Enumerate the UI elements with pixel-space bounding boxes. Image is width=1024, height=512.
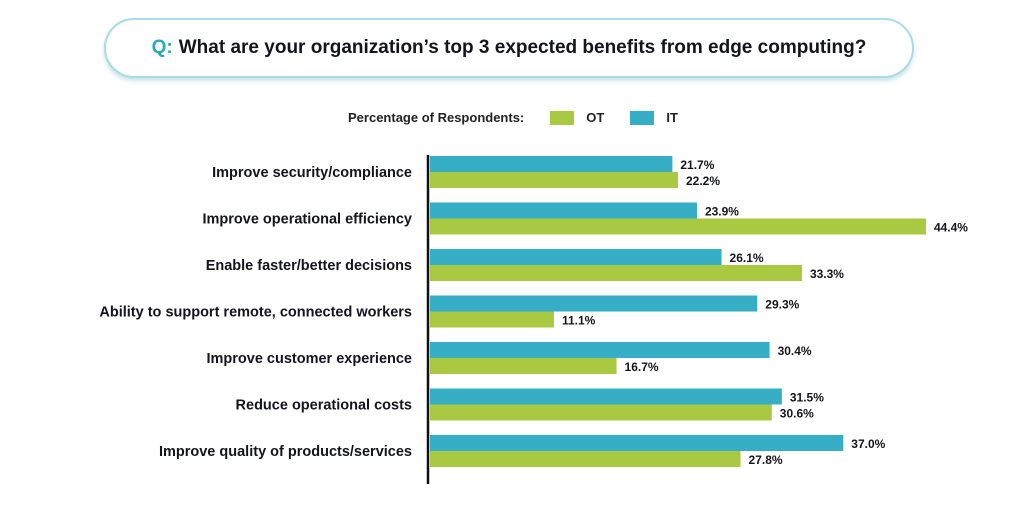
legend-swatch-it [630, 110, 655, 125]
bar-ot [430, 358, 617, 374]
category-label: Improve operational efficiency [202, 212, 412, 228]
value-label-it: 31.5% [790, 391, 824, 405]
legend-title: Percentage of Respondents: [348, 110, 525, 125]
value-label-it: 37.0% [851, 437, 885, 451]
bar-it [430, 295, 758, 312]
category-label: Improve security/compliance [212, 165, 412, 181]
bar-it [430, 342, 770, 358]
value-label-ot: 16.7% [625, 360, 659, 374]
value-label-it: 23.9% [705, 205, 739, 219]
value-label-ot: 44.4% [934, 221, 968, 235]
category-label: Enable faster/better decisions [206, 258, 412, 274]
value-label-it: 26.1% [730, 251, 764, 265]
value-label-it: 29.3% [765, 298, 799, 312]
legend-swatch-ot [550, 110, 575, 125]
legend-label-ot: OT [586, 110, 605, 125]
value-label-it: 30.4% [778, 344, 812, 358]
bar-ot [430, 172, 678, 188]
value-label-ot: 27.8% [749, 453, 783, 467]
bar-ot [430, 451, 741, 467]
legend-label-it: IT [666, 110, 678, 125]
category-label: Improve customer experience [206, 351, 412, 367]
question-text: What are your organization’s top 3 expec… [178, 37, 867, 58]
bar-it [430, 249, 722, 265]
bar-it [430, 202, 697, 219]
value-label-ot: 11.1% [562, 314, 596, 328]
bar-it [430, 156, 673, 172]
category-label: Reduce operational costs [236, 398, 412, 414]
bar-ot [430, 265, 802, 281]
category-label: Ability to support remote, connected wor… [99, 305, 412, 321]
question-prefix: Q: [151, 37, 173, 58]
value-label-ot: 33.3% [810, 267, 844, 281]
question-title-box: Q: What are your organization’s top 3 ex… [104, 18, 914, 78]
bar-ot [430, 311, 554, 328]
bar-it [430, 388, 782, 405]
bar-it [430, 435, 844, 451]
category-label: Improve quality of products/services [159, 444, 412, 460]
bar-ot [430, 404, 772, 421]
bar-ot [430, 218, 926, 235]
value-label-ot: 30.6% [780, 407, 814, 421]
value-label-it: 21.7% [680, 158, 714, 172]
legend: Percentage of Respondents: OT IT [348, 110, 686, 125]
value-label-ot: 22.2% [686, 174, 720, 188]
